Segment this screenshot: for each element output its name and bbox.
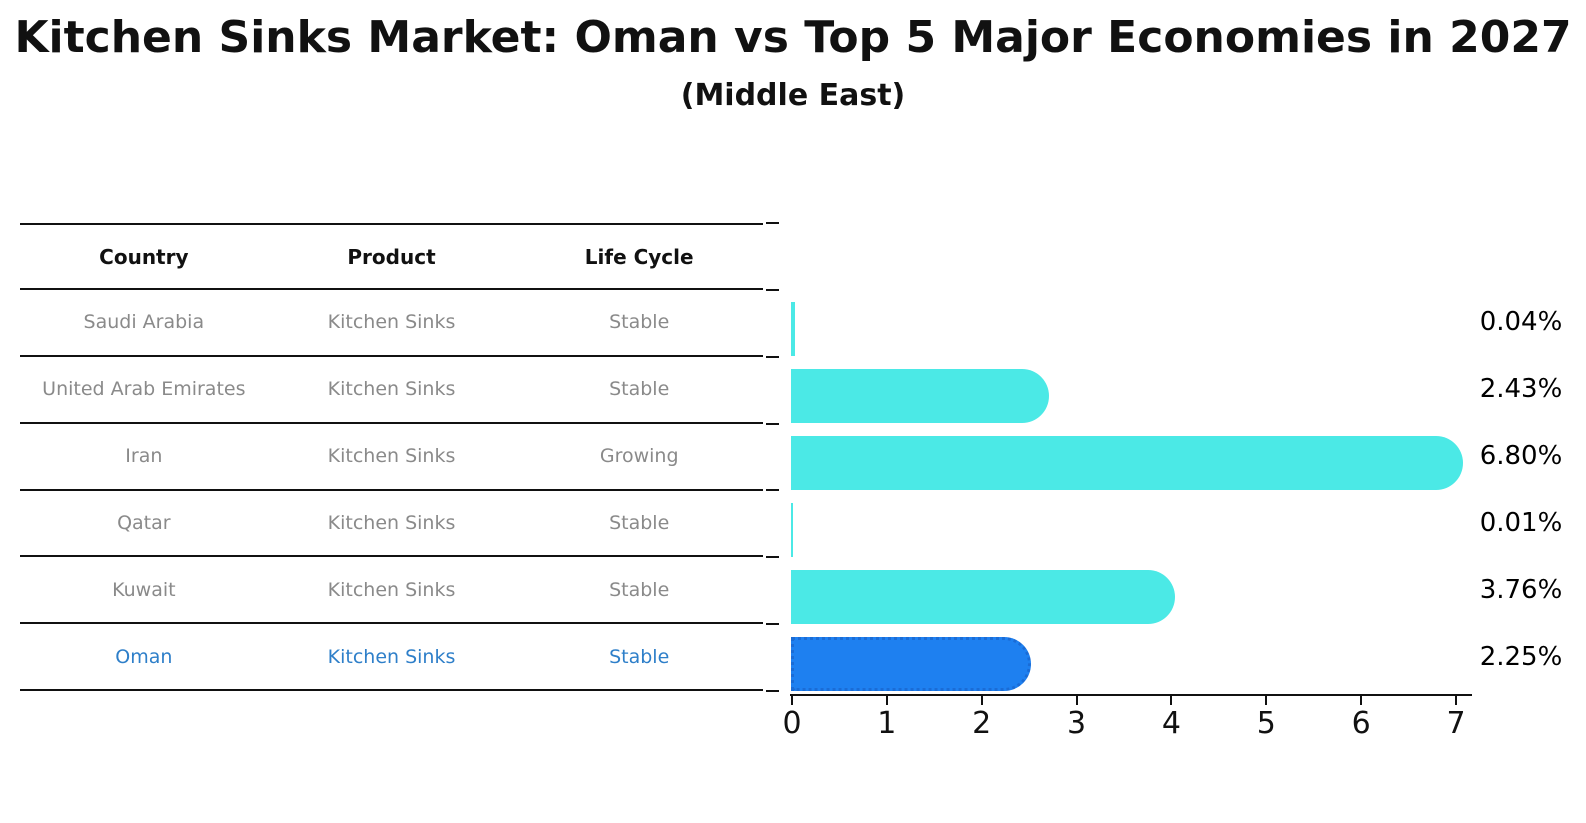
cell-lifecycle: Stable — [609, 511, 670, 534]
y-tick-mark — [766, 489, 779, 492]
x-tick-mark — [980, 696, 983, 705]
value-label-saudi-arabia: 0.04% — [1479, 307, 1563, 338]
cell-country: Iran — [125, 445, 163, 468]
cell-lifecycle: Stable — [609, 378, 670, 401]
cell-product: Kitchen Sinks — [327, 645, 456, 668]
cell-lifecycle: Growing — [599, 445, 679, 468]
x-tick-mark — [1075, 696, 1078, 705]
cell-country: United Arab Emirates — [42, 378, 246, 401]
y-tick-mark — [766, 288, 779, 291]
y-tick-mark — [766, 556, 779, 559]
y-tick-mark — [766, 623, 779, 626]
x-tick-label: 2 — [972, 706, 992, 741]
x-tick-label: 6 — [1351, 706, 1371, 741]
bar-kuwait — [791, 569, 1175, 624]
cell-lifecycle: Stable — [609, 311, 670, 334]
x-tick-mark — [1170, 696, 1173, 705]
cell-product: Kitchen Sinks — [327, 511, 456, 534]
header-country: Country — [99, 244, 189, 269]
table-row-qatar: Qatar Kitchen Sinks Stable — [20, 491, 763, 558]
cell-lifecycle: Stable — [609, 645, 670, 668]
table-header-row: Country Product Life Cycle — [20, 223, 763, 290]
cell-product: Kitchen Sinks — [327, 311, 456, 334]
bar-iran — [791, 435, 1464, 490]
bar-united-arab-emirates — [791, 369, 1049, 424]
x-tick-label: 5 — [1256, 706, 1276, 741]
table-row-kuwait: Kuwait Kitchen Sinks Stable — [20, 557, 763, 625]
cell-product: Kitchen Sinks — [327, 578, 456, 601]
y-tick-mark — [766, 222, 779, 224]
cell-country: Kuwait — [112, 578, 176, 601]
bar-saudi-arabia — [791, 302, 795, 357]
value-label-oman: 2.25% — [1479, 641, 1563, 672]
value-label-iran: 6.80% — [1479, 440, 1563, 471]
x-tick-label: 7 — [1446, 706, 1466, 741]
x-tick-label: 0 — [782, 706, 802, 741]
table-row-oman: Oman Kitchen Sinks Stable — [20, 624, 763, 692]
chart-title: Kitchen Sinks Market: Oman vs Top 5 Majo… — [14, 12, 1572, 63]
value-label-qatar: 0.01% — [1479, 507, 1563, 538]
x-tick-mark — [791, 696, 793, 705]
bar-qatar — [791, 502, 793, 557]
cell-lifecycle: Stable — [609, 578, 670, 601]
x-tick-mark — [885, 696, 888, 705]
x-tick-label: 4 — [1161, 706, 1181, 741]
cell-country: Qatar — [117, 511, 171, 534]
x-axis-line — [790, 694, 1472, 696]
chart-subtitle: (Middle East) — [680, 78, 906, 113]
y-tick-mark — [766, 689, 779, 692]
cell-product: Kitchen Sinks — [327, 378, 456, 401]
cell-country: Oman — [115, 645, 173, 668]
x-tick-mark — [1454, 696, 1457, 705]
x-tick-mark — [1360, 696, 1363, 705]
value-label-kuwait: 3.76% — [1479, 574, 1563, 605]
table-row-iran: Iran Kitchen Sinks Growing — [20, 424, 763, 491]
header-lifecycle: Life Cycle — [584, 244, 694, 269]
y-tick-mark — [766, 422, 779, 425]
x-tick-label: 3 — [1067, 706, 1087, 741]
cell-product: Kitchen Sinks — [327, 445, 456, 468]
table-row-united-arab-emirates: United Arab Emirates Kitchen Sinks Stabl… — [20, 357, 763, 424]
header-product: Product — [347, 244, 436, 269]
bar-oman — [791, 636, 1032, 691]
x-tick-mark — [1265, 696, 1268, 705]
table-row-saudi-arabia: Saudi Arabia Kitchen Sinks Stable — [20, 290, 763, 357]
cell-country: Saudi Arabia — [83, 311, 205, 334]
comparison-table: Country Product Life Cycle Saudi Arabia … — [20, 223, 763, 692]
y-tick-mark — [766, 355, 779, 358]
x-tick-label: 1 — [877, 706, 897, 741]
value-label-united-arab-emirates: 2.43% — [1479, 374, 1563, 405]
